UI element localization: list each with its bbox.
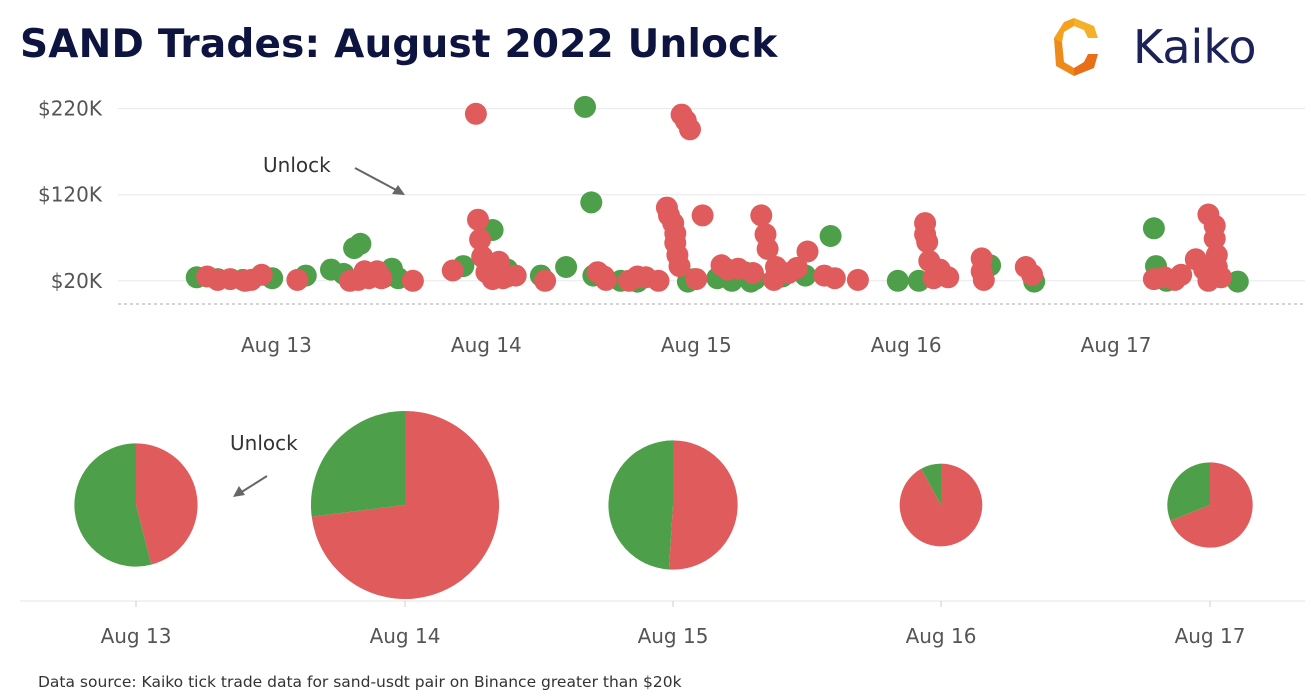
scatter-point-sell: [534, 269, 557, 292]
pie-category-axis: Aug 13 Aug 14 Aug 15 Aug 16 Aug 17: [20, 600, 1305, 648]
pie-category-label: Aug 13: [101, 624, 172, 648]
scatter-point-sell: [668, 255, 691, 278]
pie-chart-row: Aug 13 Aug 14 Aug 15 Aug 16 Aug 17 Unlock: [20, 410, 1305, 648]
scatter-point-sell: [595, 268, 617, 291]
scatter-unlock-annotation: Unlock: [263, 153, 331, 177]
pie-category-label: Aug 15: [638, 624, 709, 648]
scatter-point-buy: [1226, 270, 1249, 293]
scatter-point-sell: [823, 267, 846, 290]
scatter-point-sell: [250, 263, 273, 286]
scatter-point-buy: [555, 256, 578, 278]
scatter-point-sell: [679, 118, 701, 141]
scatter-point-sell: [467, 208, 489, 231]
scatter-x-axis: Aug 13 Aug 14 Aug 15 Aug 16 Aug 17: [241, 333, 1151, 357]
scatter-y-tick-label: $220K: [38, 97, 103, 121]
scatter-x-tick-label: Aug 14: [451, 333, 522, 357]
scatter-chart: $20K$120K$220K Aug 13 Aug 14 Aug 15 Aug 16 A…: [38, 95, 1305, 357]
scatter-point-sell: [916, 231, 939, 253]
scatter-point-sell: [937, 266, 960, 289]
scatter-x-tick-label: Aug 17: [1081, 333, 1152, 357]
scatter-x-tick-label: Aug 13: [241, 333, 312, 357]
scatter-point-buy: [574, 95, 596, 118]
pie-category-label: Aug 14: [370, 624, 441, 648]
chart-title: SAND Trades: August 2022 Unlock: [20, 22, 778, 67]
scatter-point-sell: [1021, 263, 1044, 286]
scatter-point-sell: [370, 267, 393, 290]
scatter-point-buy: [580, 191, 603, 214]
pie-group: [74, 410, 1253, 600]
scatter-point-sell: [441, 259, 464, 282]
scatter-point-sell: [401, 269, 424, 292]
scatter-point-sell: [741, 262, 764, 284]
scatter-point-sell: [504, 264, 527, 287]
pie-slice-sell: [899, 463, 983, 547]
scatter-unlock-arrow-icon: [354, 167, 405, 195]
scatter-point-sell: [750, 204, 773, 227]
scatter-point-sell: [1210, 266, 1232, 289]
scatter-point-sell: [1203, 227, 1226, 250]
pie-category-label: Aug 16: [906, 624, 977, 648]
scatter-point-sell: [647, 269, 670, 292]
data-source-note: Data source: Kaiko tick trade data for s…: [38, 673, 682, 691]
scatter-point-sell: [796, 240, 819, 263]
scatter-point-sell: [1170, 263, 1193, 286]
scatter-point-sell: [786, 256, 808, 279]
pie-unlock-annotation: Unlock: [230, 431, 298, 455]
scatter-point-buy: [886, 269, 909, 292]
scatter-point-sell: [464, 102, 487, 125]
scatter-point-sell: [972, 268, 995, 291]
pie-slice-buy: [608, 440, 673, 570]
kaiko-logo-mark-icon: [1054, 18, 1098, 76]
pie-slice-sell: [311, 410, 500, 600]
scatter-x-tick-label: Aug 15: [661, 333, 732, 357]
pie-slice-sell: [1170, 462, 1253, 548]
pie-slice-buy: [310, 410, 405, 517]
scatter-point-buy: [1142, 217, 1165, 240]
scatter-point-sell: [756, 237, 779, 260]
scatter-points: [185, 95, 1249, 293]
kaiko-logo: [1054, 18, 1098, 76]
scatter-point-sell: [846, 268, 869, 291]
scatter-point-sell: [691, 204, 714, 227]
scatter-point-sell: [685, 268, 708, 291]
kaiko-wordmark: Kaiko: [1133, 20, 1257, 74]
scatter-point-buy: [819, 225, 842, 247]
pie-slice-buy: [921, 463, 941, 505]
pie-slice-sell: [136, 443, 198, 565]
scatter-x-tick-label: Aug 16: [871, 333, 942, 357]
scatter-point-sell: [286, 268, 309, 291]
scatter-point-buy: [349, 232, 372, 255]
pie-slice-sell: [668, 440, 738, 570]
scatter-y-axis: $20K $120K $220K: [38, 97, 103, 293]
scatter-point-sell: [469, 228, 492, 251]
pie-slice-buy: [74, 443, 152, 567]
pie-category-label: Aug 17: [1175, 624, 1246, 648]
scatter-y-tick-label: $20K: [51, 269, 103, 293]
scatter-y-tick-label: $120K: [38, 183, 103, 207]
pie-slice-buy: [1167, 462, 1210, 521]
pie-unlock-arrow-icon: [233, 475, 268, 497]
